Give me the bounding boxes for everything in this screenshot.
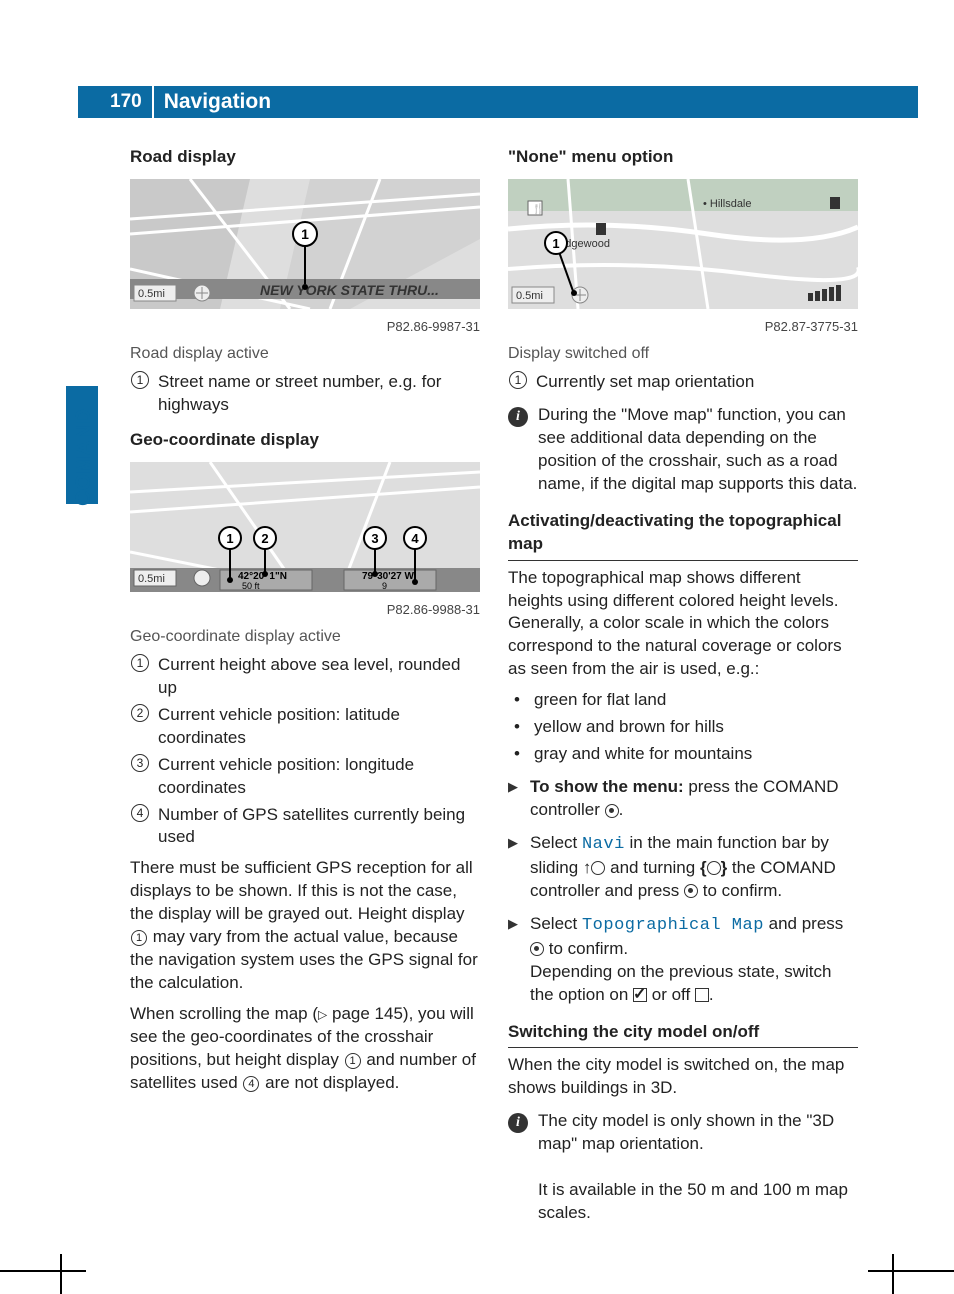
caption-display-off: Display switched off xyxy=(508,343,858,365)
menu-topo-map: Topographical Map xyxy=(582,916,764,935)
action-select-navi: ▶ Select Navi in the main function bar b… xyxy=(508,832,858,903)
controller-press-icon xyxy=(530,942,544,956)
content-columns: Road display NEW YORK STATE THRU... 0.5m… xyxy=(130,146,858,1235)
bullet-yellow: •yellow and brown for hills xyxy=(508,716,858,739)
callout-2-3: 3 Current vehicle position: longitude co… xyxy=(130,754,480,800)
section-road-display: Road display xyxy=(130,146,480,169)
checkbox-on-icon xyxy=(633,988,647,1002)
svg-text:2: 2 xyxy=(261,531,268,546)
para-gps-reception: There must be sufficient GPS reception f… xyxy=(130,857,480,995)
callout-text: Street name or street number, e.g. for h… xyxy=(158,371,480,417)
action-triangle-icon: ▶ xyxy=(508,776,522,822)
callout-2-4: 4 Number of GPS satellites currently bei… xyxy=(130,804,480,850)
action-triangle-icon: ▶ xyxy=(508,832,522,903)
section-geo-coord: Geo-coordinate display xyxy=(130,429,480,452)
img-code-3: P82.87-3775-31 xyxy=(508,318,858,336)
controller-press-icon xyxy=(684,884,698,898)
info-city-model: i The city model is only shown in the "3… xyxy=(508,1110,858,1225)
svg-text:3: 3 xyxy=(371,531,378,546)
caption-road-display: Road display active xyxy=(130,343,480,365)
checkbox-off-icon xyxy=(695,988,709,1002)
bullet-gray: •gray and white for mountains xyxy=(508,743,858,766)
page-number: 170 xyxy=(78,89,152,115)
map-road-display: NEW YORK STATE THRU... 0.5mi 1 xyxy=(130,179,480,309)
subsection-city-model: Switching the city model on/off xyxy=(508,1021,858,1049)
svg-text:79°30'27 W: 79°30'27 W xyxy=(362,571,415,582)
map-geo-coord: 0.5mi 42°20' 1"N 50 ft 79°30'27 W 9 1 2 xyxy=(130,462,480,592)
right-column: "None" menu option • Hillsdale • Ridgewo… xyxy=(508,146,858,1235)
svg-text:4: 4 xyxy=(411,531,419,546)
action-select-topo: ▶ Select Topographical Map and press to … xyxy=(508,913,858,1007)
action-show-menu: ▶ To show the menu: press the COMAND con… xyxy=(508,776,858,822)
svg-text:1: 1 xyxy=(552,236,559,251)
header-bar: 170 Navigation xyxy=(78,86,918,118)
crop-mark xyxy=(0,1270,86,1272)
img-code-1: P82.86-9987-31 xyxy=(130,318,480,336)
svg-text:9: 9 xyxy=(382,581,387,591)
svg-text:0.5mi: 0.5mi xyxy=(516,290,543,302)
svg-text:• Hillsdale: • Hillsdale xyxy=(703,198,752,210)
callout-2-1: 1 Current height above sea level, rounde… xyxy=(130,654,480,700)
section-none-option: "None" menu option xyxy=(508,146,858,169)
callout-2-2: 2 Current vehicle position: latitude coo… xyxy=(130,704,480,750)
info-icon: i xyxy=(508,407,528,427)
svg-text:50 ft: 50 ft xyxy=(242,581,260,591)
controller-icon xyxy=(591,861,605,875)
svg-text:🍴: 🍴 xyxy=(532,202,544,215)
action-triangle-icon: ▶ xyxy=(508,913,522,1007)
callout-1-1: 1 Street name or street number, e.g. for… xyxy=(130,371,480,417)
subsection-topo-map: Activating/deactivating the topographica… xyxy=(508,510,858,561)
bullet-green: •green for flat land xyxy=(508,689,858,712)
svg-text:NEW YORK STATE THRU...: NEW YORK STATE THRU... xyxy=(260,282,439,298)
img-code-2: P82.86-9988-31 xyxy=(130,601,480,619)
para-topo-intro: The topographical map shows different he… xyxy=(508,567,858,682)
crop-mark xyxy=(60,1254,62,1294)
svg-text:1: 1 xyxy=(301,226,309,242)
info-icon: i xyxy=(508,1113,528,1133)
callout-num-icon: 1 xyxy=(131,371,149,389)
crop-mark xyxy=(892,1254,894,1294)
side-label: COMAND xyxy=(70,409,98,507)
para-scrolling-map: When scrolling the map (▷ page 145), you… xyxy=(130,1003,480,1095)
left-column: Road display NEW YORK STATE THRU... 0.5m… xyxy=(130,146,480,1235)
svg-text:1: 1 xyxy=(226,531,233,546)
svg-text:0.5mi: 0.5mi xyxy=(138,288,165,300)
controller-icon xyxy=(707,861,721,875)
info-move-map: i During the "Move map" function, you ca… xyxy=(508,404,858,496)
menu-navi: Navi xyxy=(582,835,625,854)
para-city-model: When the city model is switched on, the … xyxy=(508,1054,858,1100)
map-none-option: • Hillsdale • Ridgewood 🍴 0.5mi 1 xyxy=(508,179,858,309)
caption-geo-coord: Geo-coordinate display active xyxy=(130,626,480,648)
callout-3-1: 1 Currently set map orientation xyxy=(508,371,858,394)
svg-text:0.5mi: 0.5mi xyxy=(138,573,165,585)
crop-mark xyxy=(868,1270,954,1272)
header-title: Navigation xyxy=(154,88,271,116)
controller-press-icon xyxy=(605,804,619,818)
slide-icon: ↑ xyxy=(583,858,592,877)
